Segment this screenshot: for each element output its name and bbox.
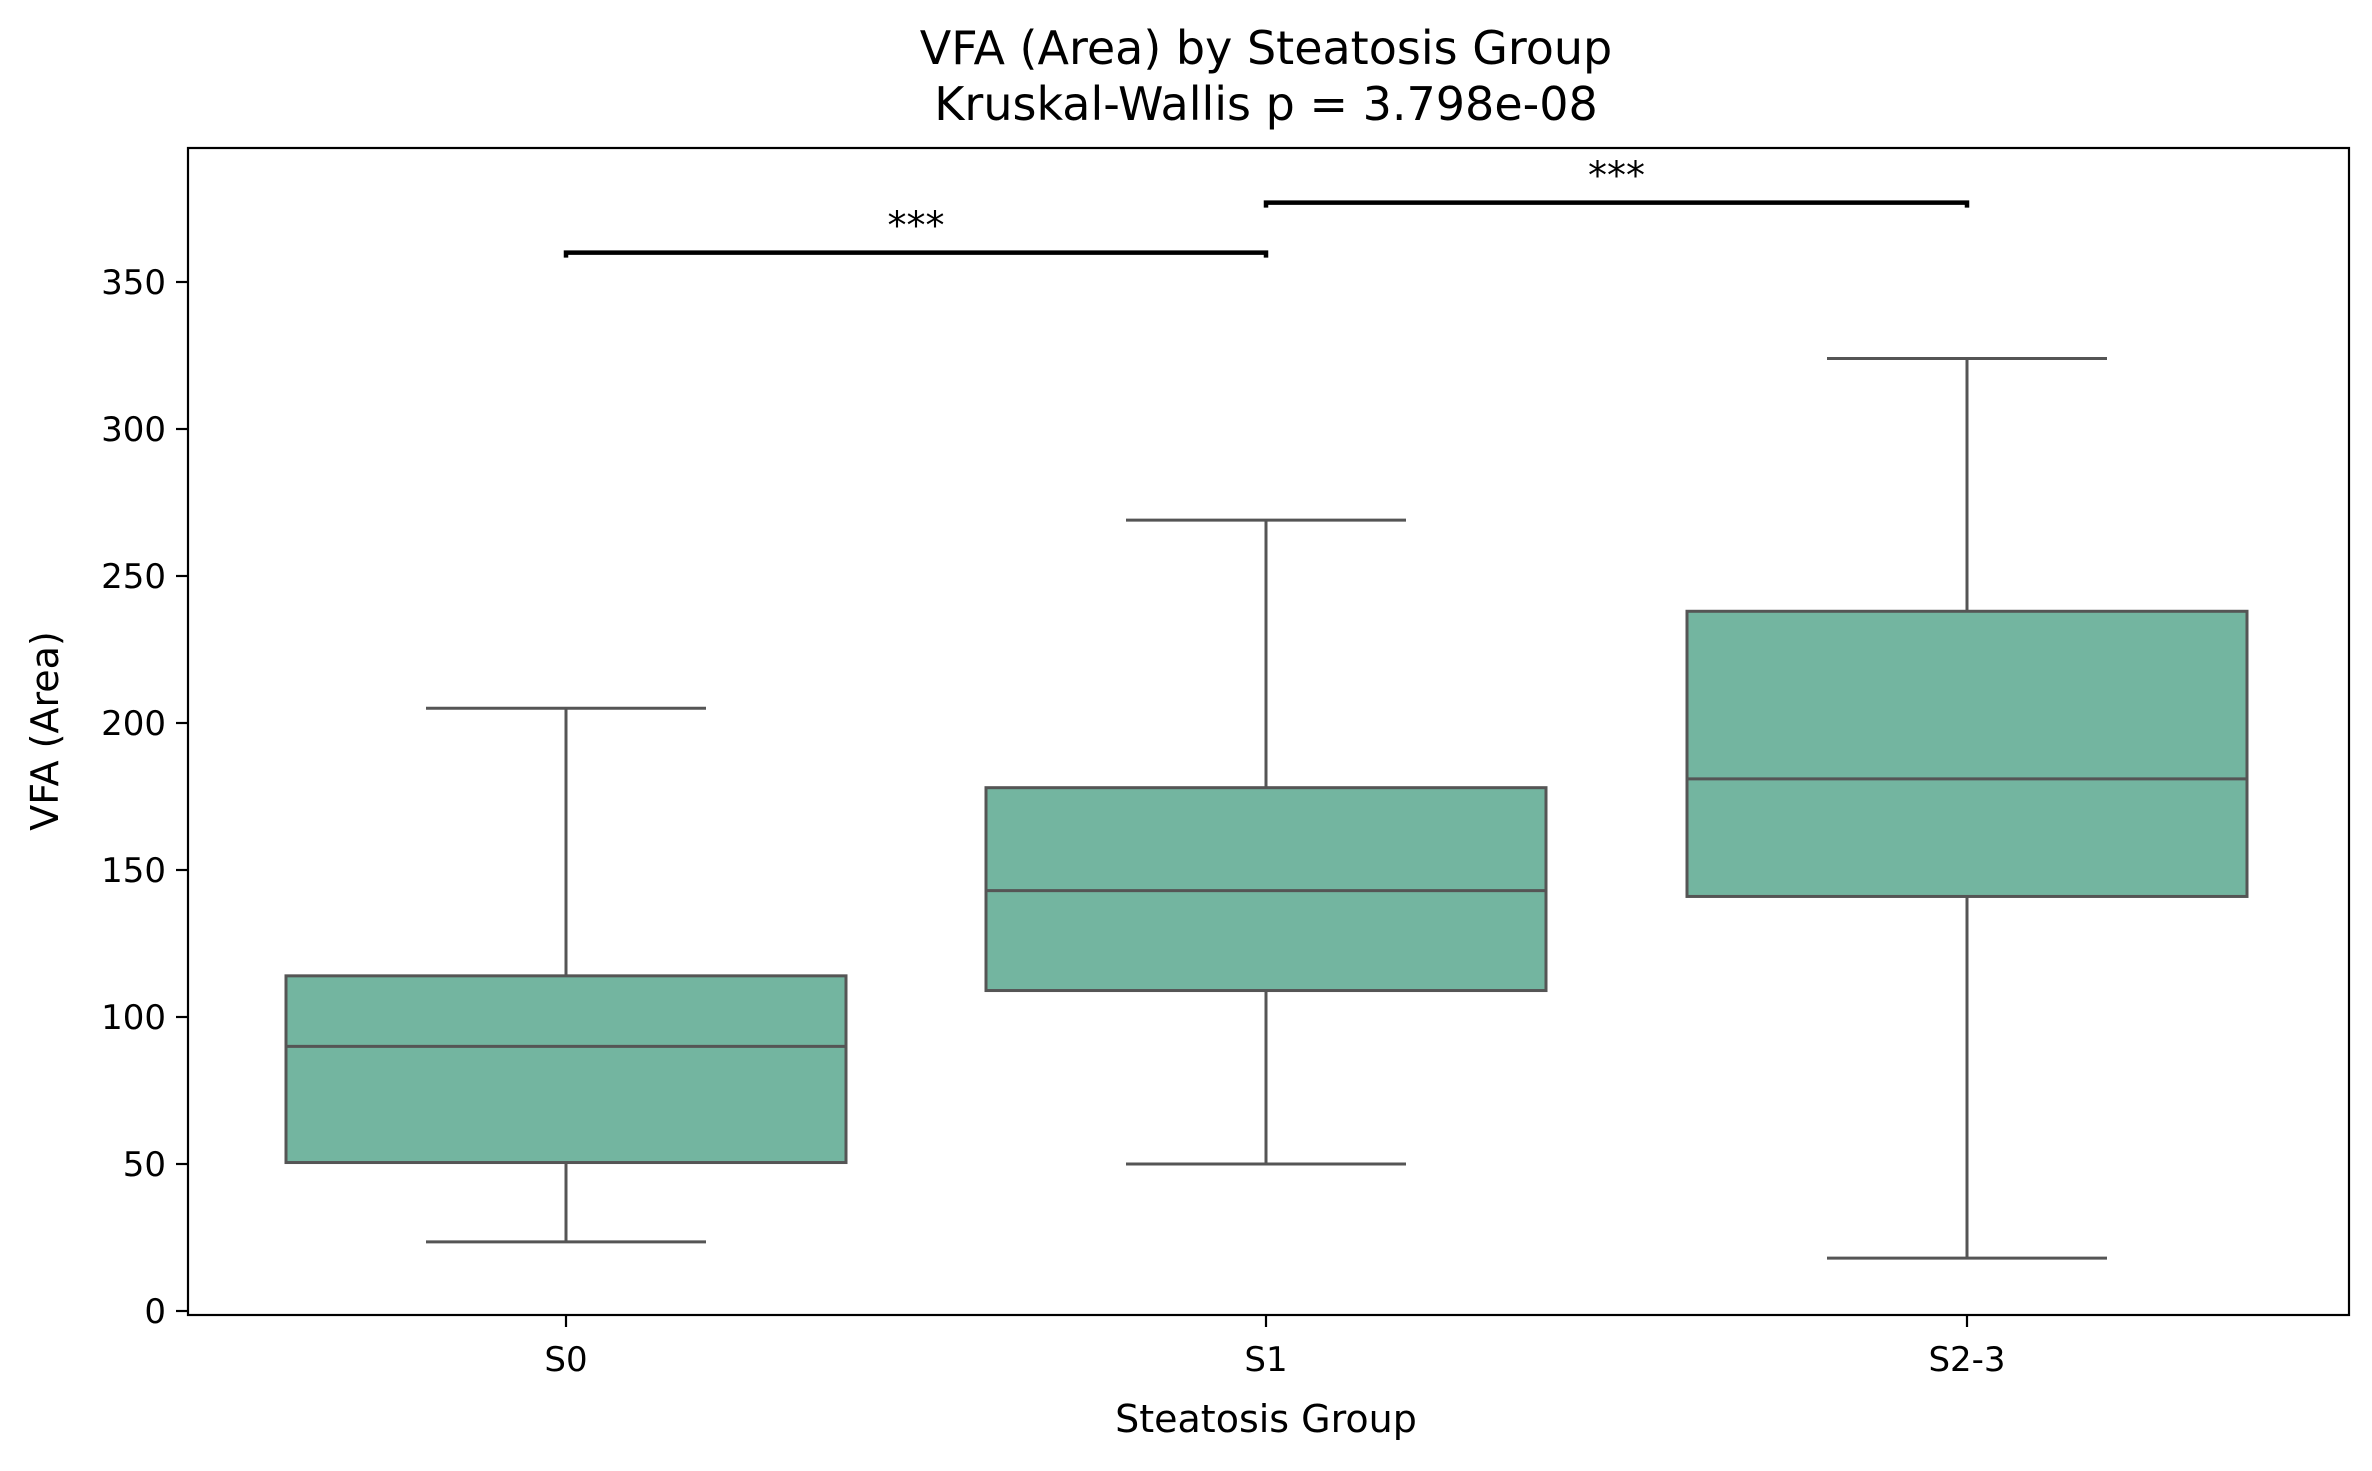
y-tick-label: 100 bbox=[101, 998, 166, 1038]
y-tick-label: 150 bbox=[101, 851, 166, 891]
significance-label: *** bbox=[1588, 154, 1645, 198]
y-axis-label: VFA (Area) bbox=[23, 631, 67, 831]
x-tick-label: S0 bbox=[544, 1340, 587, 1380]
plot-frame bbox=[186, 146, 2351, 1317]
x-tick-label: S2-3 bbox=[1928, 1340, 2005, 1380]
significance-bracket bbox=[563, 250, 1269, 258]
y-tick-label: 300 bbox=[101, 410, 166, 450]
y-tick-label: 350 bbox=[101, 263, 166, 303]
y-tick-label: 200 bbox=[101, 704, 166, 744]
y-tick-label: 0 bbox=[144, 1292, 166, 1332]
significance-bracket bbox=[1263, 200, 1970, 208]
y-tick-label: 250 bbox=[101, 557, 166, 597]
x-axis-label: Steatosis Group bbox=[1115, 1397, 1417, 1441]
chart-title: VFA (Area) by Steatosis Group bbox=[920, 21, 1613, 75]
y-tick-label: 50 bbox=[123, 1145, 166, 1185]
box-s2-3 bbox=[1685, 609, 2249, 898]
significance-label: *** bbox=[888, 204, 945, 248]
chart-subtitle: Kruskal-Wallis p = 3.798e-08 bbox=[934, 77, 1598, 131]
x-tick-label: S1 bbox=[1244, 1340, 1287, 1380]
plot-area: 0 50 100 150 200 250 300 350 S0 S1 S2-3 *** *** bbox=[101, 154, 2249, 1380]
box-s0 bbox=[284, 974, 848, 1165]
